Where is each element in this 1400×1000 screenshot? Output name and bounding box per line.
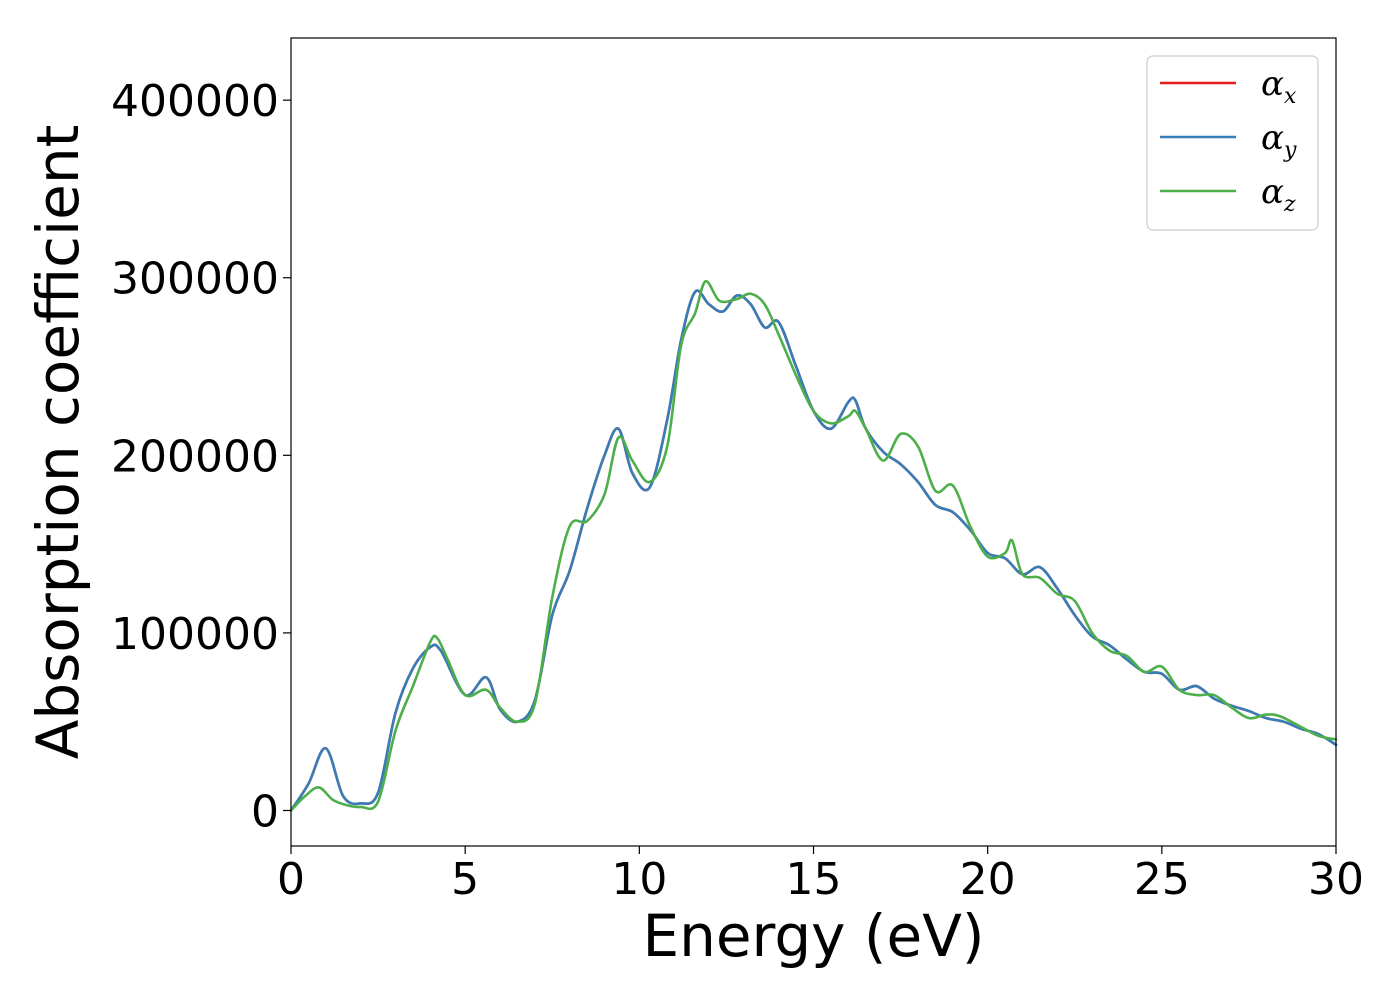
legend-box	[1146, 55, 1319, 231]
series-line-y	[289, 289, 1338, 812]
y-axis-label: Absorption coefficient	[24, 125, 92, 760]
x-tick-label: 30	[1308, 854, 1364, 905]
legend-label-x: αx	[1261, 64, 1297, 109]
series-line-z	[289, 279, 1338, 812]
y-tick-label: 200000	[111, 431, 279, 482]
x-tick-label: 20	[960, 854, 1016, 905]
y-tick-label: 100000	[111, 609, 279, 660]
y-tick-label: 0	[251, 786, 279, 837]
y-axis-ticks: 0 100000 200000 300000 400000	[111, 76, 291, 837]
series-layer	[289, 279, 1338, 812]
y-tick-label: 400000	[111, 76, 279, 127]
x-tick-label: 5	[451, 854, 479, 905]
x-tick-label: 10	[611, 854, 667, 905]
x-axis-label: Energy (eV)	[642, 902, 984, 970]
x-tick-label: 0	[277, 854, 305, 905]
x-axis-ticks: 0 5 10 15 20 25 30	[277, 846, 1364, 905]
y-tick-label: 300000	[111, 254, 279, 305]
x-tick-label: 25	[1134, 854, 1190, 905]
x-tick-label: 15	[786, 854, 842, 905]
